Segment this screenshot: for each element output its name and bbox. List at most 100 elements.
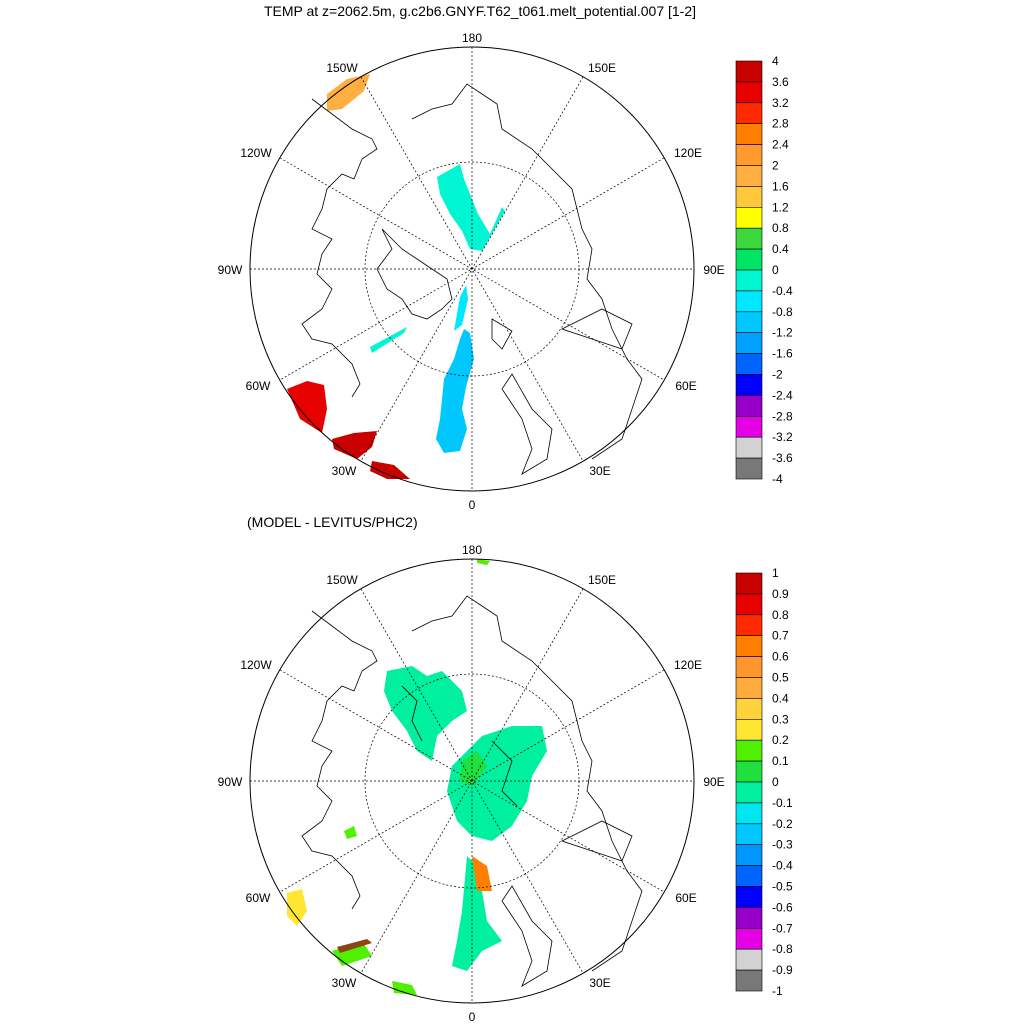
region-lower-left-red-3 bbox=[370, 461, 410, 479]
colorbar-swatch bbox=[735, 269, 763, 292]
lon-label-150e: 150E bbox=[588, 573, 616, 587]
colorbar-swatch bbox=[735, 635, 763, 657]
colorbar-swatch bbox=[735, 593, 763, 616]
colorbar-label: 3.2 bbox=[772, 96, 789, 110]
longitude-labels: 180 0 90W 90E 150W 120W 60W 30W 150E 120… bbox=[218, 31, 725, 512]
colorbar-label: -0.6 bbox=[772, 900, 793, 914]
colorbar-swatch bbox=[735, 227, 763, 250]
colorbar-label: 0.6 bbox=[772, 650, 789, 664]
colorbar-label: -4 bbox=[772, 472, 783, 486]
lon-label-150w: 150W bbox=[326, 573, 358, 587]
colorbar-swatch bbox=[735, 144, 763, 166]
region-lower-left-yellow bbox=[287, 889, 307, 926]
region-left-cyan-streak bbox=[370, 327, 407, 353]
colorbar-label: 1.2 bbox=[772, 200, 789, 214]
colorbar-swatch bbox=[735, 948, 763, 971]
lon-label-60e: 60E bbox=[675, 891, 696, 905]
graticule bbox=[250, 559, 694, 1003]
colorbar-swatch bbox=[735, 165, 763, 187]
longitude-labels: 180 0 90W 90E 150W 120W 60W 30W 150E 120… bbox=[218, 543, 725, 1024]
region-top-green bbox=[477, 559, 490, 565]
lon-label-30e: 30E bbox=[589, 976, 610, 990]
region-atlantic-cyan bbox=[452, 856, 502, 971]
colorbar-swatch bbox=[735, 886, 763, 908]
region-bottom-green bbox=[392, 981, 417, 995]
colorbar-swatch bbox=[735, 927, 763, 950]
colorbar-swatch bbox=[735, 865, 763, 887]
colorbar-label: -3.6 bbox=[772, 451, 793, 465]
colorbar-label: -0.9 bbox=[772, 963, 793, 977]
colorbar-swatch bbox=[735, 374, 763, 396]
polar-map: 180 0 90W 90E 150W 120W 60W 30W 150E 120… bbox=[218, 543, 725, 1024]
colorbar-swatch bbox=[735, 436, 763, 459]
region-upper-cyan-block bbox=[384, 666, 467, 761]
colorbar-label: -0.8 bbox=[772, 305, 793, 319]
colorbar-swatch bbox=[735, 677, 763, 699]
colorbar-label: 1 bbox=[772, 566, 779, 580]
polar-map: 180 0 90W 90E 150W 120W 60W 30W 150E 120… bbox=[218, 31, 725, 512]
colorbar-swatch bbox=[735, 572, 763, 595]
colorbar-label: -0.4 bbox=[772, 859, 793, 873]
lon-label-30w: 30W bbox=[332, 976, 357, 990]
panel-top: TEMP at z=2062.5m, g.c2b6.GNYF.T62_t061.… bbox=[218, 3, 793, 512]
colorbar-swatch bbox=[735, 907, 763, 929]
colorbar-label: 0.8 bbox=[772, 608, 789, 622]
lon-label-120e: 120E bbox=[674, 146, 702, 160]
colorbar-swatch bbox=[735, 123, 763, 145]
lon-label-30w: 30W bbox=[332, 464, 357, 478]
lon-label-120w: 120W bbox=[240, 146, 272, 160]
region-lower-left-green bbox=[332, 941, 372, 966]
colorbar-swatch bbox=[735, 60, 763, 83]
colorbar-label: -1.6 bbox=[772, 347, 793, 361]
colorbar-label: 0.4 bbox=[772, 242, 789, 256]
colorbar-swatch bbox=[735, 781, 763, 804]
region-central-neg-cyan bbox=[437, 164, 505, 251]
lon-label-90e: 90E bbox=[703, 263, 724, 277]
lon-label-0: 0 bbox=[469, 1010, 476, 1024]
colorbar-label: 2 bbox=[772, 159, 779, 173]
colorbar-label: -0.5 bbox=[772, 880, 793, 894]
colorbar-swatch bbox=[735, 311, 763, 333]
colorbar-label: 2.4 bbox=[772, 138, 789, 152]
colorbar-swatch bbox=[735, 802, 763, 825]
lon-label-90w: 90W bbox=[218, 263, 243, 277]
lon-label-150e: 150E bbox=[588, 61, 616, 75]
colorbar-label: 0 bbox=[772, 775, 779, 789]
lon-label-150w: 150W bbox=[326, 61, 358, 75]
colorbar-label: 0.7 bbox=[772, 629, 789, 643]
colorbar-swatch bbox=[735, 457, 763, 480]
coastlines bbox=[301, 595, 643, 987]
region-lower-left-brown bbox=[337, 939, 372, 953]
region-central-cyan-ridge bbox=[454, 285, 468, 331]
region-atlantic-cyan bbox=[436, 329, 474, 453]
colorbar-swatch bbox=[735, 395, 763, 417]
colorbar-label: 0.9 bbox=[772, 587, 789, 601]
colorbar-top: 4 3.6 3.2 2.8 2.4 2 1.6 1.2 0.8 0.4 0 -0.4 -0.8 -1.2 -… bbox=[735, 54, 793, 486]
region-green-patch bbox=[460, 751, 487, 786]
lon-label-30e: 30E bbox=[589, 464, 610, 478]
panel-title: (MODEL - LEVITUS/PHC2) bbox=[247, 514, 418, 530]
graticule bbox=[250, 47, 694, 491]
colorbar-label: 3.6 bbox=[772, 75, 789, 89]
lon-label-180: 180 bbox=[462, 31, 482, 45]
lon-label-0: 0 bbox=[469, 498, 476, 512]
colorbar-label: 0.2 bbox=[772, 733, 789, 747]
panel-bottom: (MODEL - LEVITUS/PHC2) bbox=[218, 514, 793, 1024]
region-lower-left-red bbox=[287, 381, 327, 433]
lon-label-120e: 120E bbox=[674, 658, 702, 672]
colorbar-label: -0.1 bbox=[772, 796, 793, 810]
lon-label-60w: 60W bbox=[246, 379, 271, 393]
colorbar-label: 0.1 bbox=[772, 754, 789, 768]
colorbar-swatch bbox=[735, 186, 763, 208]
colorbar-swatch bbox=[735, 415, 763, 438]
lon-label-60w: 60W bbox=[246, 891, 271, 905]
region-upper-left-warm bbox=[327, 74, 370, 111]
region-left-green-dot bbox=[344, 826, 357, 839]
colorbar-label: -2 bbox=[772, 368, 783, 382]
lon-label-90w: 90W bbox=[218, 775, 243, 789]
colorbar-swatch bbox=[735, 739, 763, 762]
map-boundary bbox=[249, 46, 695, 492]
colorbar-swatch bbox=[735, 81, 763, 104]
colorbar-swatch bbox=[735, 353, 763, 375]
lon-label-90e: 90E bbox=[703, 775, 724, 789]
